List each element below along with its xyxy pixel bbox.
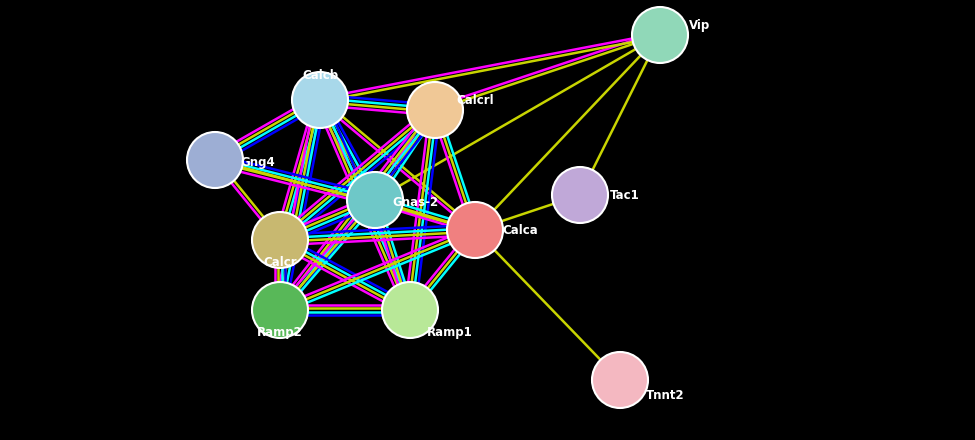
Circle shape — [252, 282, 308, 338]
Text: Calcrl: Calcrl — [456, 94, 493, 106]
Text: Tac1: Tac1 — [610, 188, 640, 202]
Circle shape — [592, 352, 648, 408]
Circle shape — [187, 132, 243, 188]
Text: Tnnt2: Tnnt2 — [645, 389, 684, 401]
Text: Gng4: Gng4 — [241, 155, 275, 169]
Text: Calca: Calca — [502, 224, 538, 237]
Circle shape — [347, 172, 403, 228]
Circle shape — [407, 82, 463, 138]
Circle shape — [252, 212, 308, 268]
Text: Gnas-2: Gnas-2 — [392, 195, 438, 209]
Text: Calcr: Calcr — [263, 256, 296, 268]
Circle shape — [552, 167, 608, 223]
Circle shape — [292, 72, 348, 128]
Text: Ramp2: Ramp2 — [257, 326, 303, 338]
Text: Calcb: Calcb — [302, 69, 338, 81]
Text: Vip: Vip — [689, 18, 711, 32]
Circle shape — [632, 7, 688, 63]
Text: Ramp1: Ramp1 — [427, 326, 473, 338]
Circle shape — [447, 202, 503, 258]
Circle shape — [382, 282, 438, 338]
